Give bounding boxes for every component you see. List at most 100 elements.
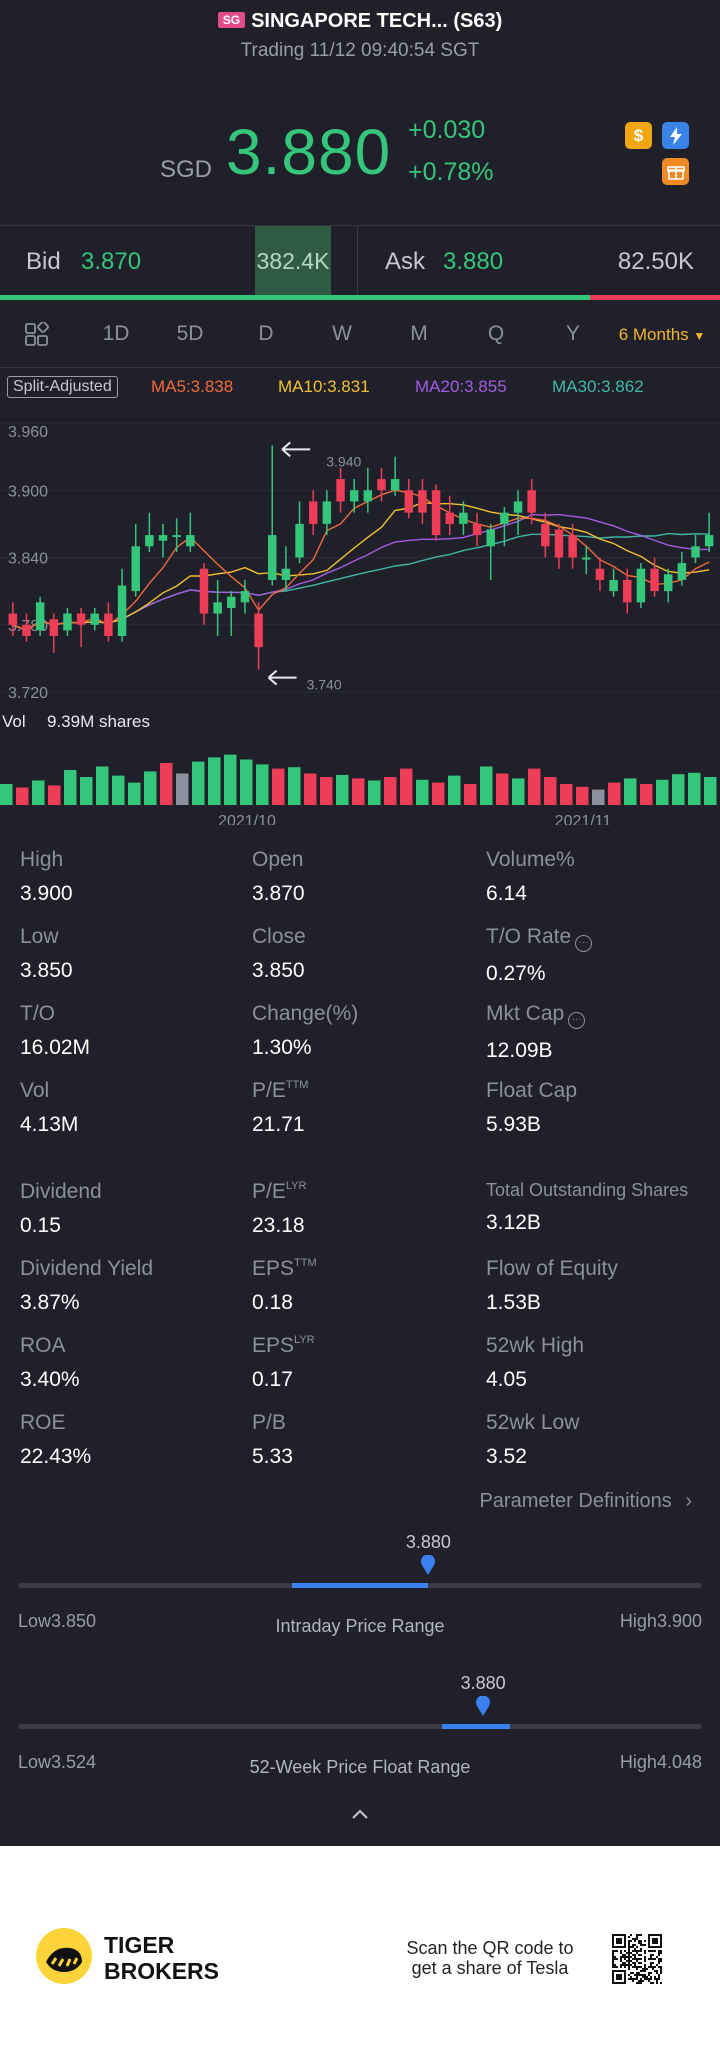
volume-bar	[640, 784, 653, 805]
parameter-definitions-link[interactable]: Parameter Definitions ›	[479, 1490, 692, 1513]
stat-label-sup: LYR	[294, 1334, 315, 1346]
intraday-range: 3.880 Low3.850 Intraday Price Range High…	[18, 1530, 702, 1636]
tab-1d[interactable]: 1D	[102, 322, 130, 345]
flash-icon[interactable]	[662, 122, 689, 149]
volume-bar	[656, 779, 669, 805]
volume-bar	[480, 766, 493, 805]
candle-body	[472, 523, 482, 536]
candle-body	[486, 529, 495, 547]
candle-body	[677, 563, 687, 580]
stat-label-sup: TTM	[285, 1079, 309, 1091]
volume-bar	[448, 775, 461, 805]
candle-body	[158, 535, 168, 541]
stat-label: T/O	[20, 1002, 55, 1025]
trading-status: Trading 11/12 09:40:54 SGT	[240, 40, 480, 61]
ask-price: 3.880	[443, 248, 504, 275]
stat-turnover: T/O 16.02M	[20, 1002, 240, 1060]
stat-label: Mkt Cap ···	[486, 1002, 706, 1029]
volume-bar	[544, 777, 557, 805]
volume-bar	[512, 778, 525, 805]
tab-year[interactable]: Y	[565, 322, 580, 345]
candle-body	[322, 501, 332, 524]
tab-month[interactable]: M	[410, 322, 428, 345]
tab-week[interactable]: W	[332, 322, 352, 345]
info-icon[interactable]: ···	[568, 1012, 586, 1029]
tab-day[interactable]: D	[258, 322, 274, 345]
ma20-label: MA20:3.855	[415, 377, 507, 396]
stat-high: High 3.900	[20, 848, 240, 906]
candle-body	[445, 512, 454, 524]
stat-value: 4.13M	[20, 1113, 79, 1136]
split-adjusted-toggle[interactable]: Split-Adjusted	[7, 376, 118, 398]
chevron-up-icon[interactable]	[351, 1808, 369, 1820]
qr-prompt: Scan the QR code to get a share of Tesla	[406, 1938, 574, 1978]
volume-bar	[432, 782, 445, 805]
candle-body	[186, 535, 195, 547]
candle-body	[281, 568, 291, 580]
candle-body	[650, 568, 659, 592]
stat-label: EPSLYR	[252, 1334, 472, 1358]
chart-layout-icon[interactable]	[24, 322, 50, 348]
info-icon[interactable]: ···	[575, 935, 593, 952]
stat-value: 4.05	[486, 1368, 527, 1391]
candle-body	[35, 602, 45, 631]
candle-body	[90, 613, 99, 625]
stat-label: 52wk Low	[486, 1411, 580, 1434]
volume-bar	[576, 786, 589, 805]
tab-quarter[interactable]: Q	[487, 322, 505, 345]
52-week-current-price: 3.880	[460, 1673, 506, 1693]
stat-label-text: T/O Rate	[486, 925, 572, 948]
stock-name: SINGAPORE TECH... (S63)	[251, 10, 503, 32]
candle-body	[8, 613, 18, 625]
candle-body	[227, 596, 236, 608]
volume-bar	[320, 777, 333, 805]
stat-pe-lyr: P/ELYR 23.18	[252, 1180, 472, 1238]
stat-label: T/O Rate ···	[486, 925, 706, 952]
stat-label: 52wk High	[486, 1334, 585, 1357]
stat-value: 3.850	[252, 959, 305, 982]
gift-icon[interactable]	[662, 158, 689, 185]
candle-body	[390, 479, 400, 491]
stat-float-cap: Float Cap 5.93B	[486, 1079, 706, 1137]
chevron-down-icon: ▼	[693, 329, 706, 343]
stat-low: Low 3.850	[20, 925, 240, 983]
stat-label: EPSTTM	[252, 1257, 472, 1281]
qr-code[interactable]	[612, 1934, 662, 1984]
stat-label-sup: TTM	[294, 1257, 317, 1269]
52-week-high: High4.048	[619, 1752, 702, 1772]
volume-bar	[144, 771, 157, 805]
stat-value: 3.850	[20, 959, 73, 982]
volume-bar	[192, 761, 205, 805]
stat-value: 1.53B	[486, 1291, 541, 1314]
stat-volume: Vol 4.13M	[20, 1079, 240, 1137]
tab-5d[interactable]: 5D	[176, 322, 204, 345]
candle-body	[145, 535, 154, 547]
intraday-high: High3.900	[619, 1611, 702, 1631]
period-tabs: 1D 5D D W M Q Y 6 Months ▼	[0, 300, 720, 368]
stat-52wk-low: 52wk Low 3.52	[486, 1411, 706, 1469]
y-tick-label: 3.720	[8, 685, 48, 702]
stat-value: 3.87%	[20, 1291, 80, 1314]
brand-name-line2: BROKERS	[104, 1958, 220, 1984]
dollar-coin-icon[interactable]: $	[625, 122, 652, 149]
volume-bar	[96, 766, 109, 805]
candle-body	[609, 579, 618, 592]
candle-body	[582, 557, 591, 560]
stat-value: 3.40%	[20, 1368, 80, 1391]
stat-label-text: EPS	[252, 1334, 295, 1357]
volume-bar	[704, 777, 717, 805]
intraday-current-price: 3.880	[405, 1532, 451, 1552]
candle-body	[172, 535, 181, 538]
stat-label: P/ETTM	[252, 1079, 472, 1103]
candle-body	[363, 490, 373, 502]
stat-value: 5.33	[252, 1445, 293, 1468]
volume-bar	[272, 768, 285, 805]
volume-bar	[80, 777, 93, 805]
price-chart[interactable]: 3.9603.9003.8403.7803.7203.9403.740Vol9.…	[0, 405, 720, 825]
volume-bar	[304, 773, 317, 805]
tab-6-months[interactable]: 6 Months ▼	[612, 325, 712, 345]
candle-body	[336, 479, 345, 502]
tiger-logo-icon	[36, 1928, 92, 1984]
stat-label: Float Cap	[486, 1079, 578, 1102]
stat-value: 0.17	[252, 1368, 293, 1391]
